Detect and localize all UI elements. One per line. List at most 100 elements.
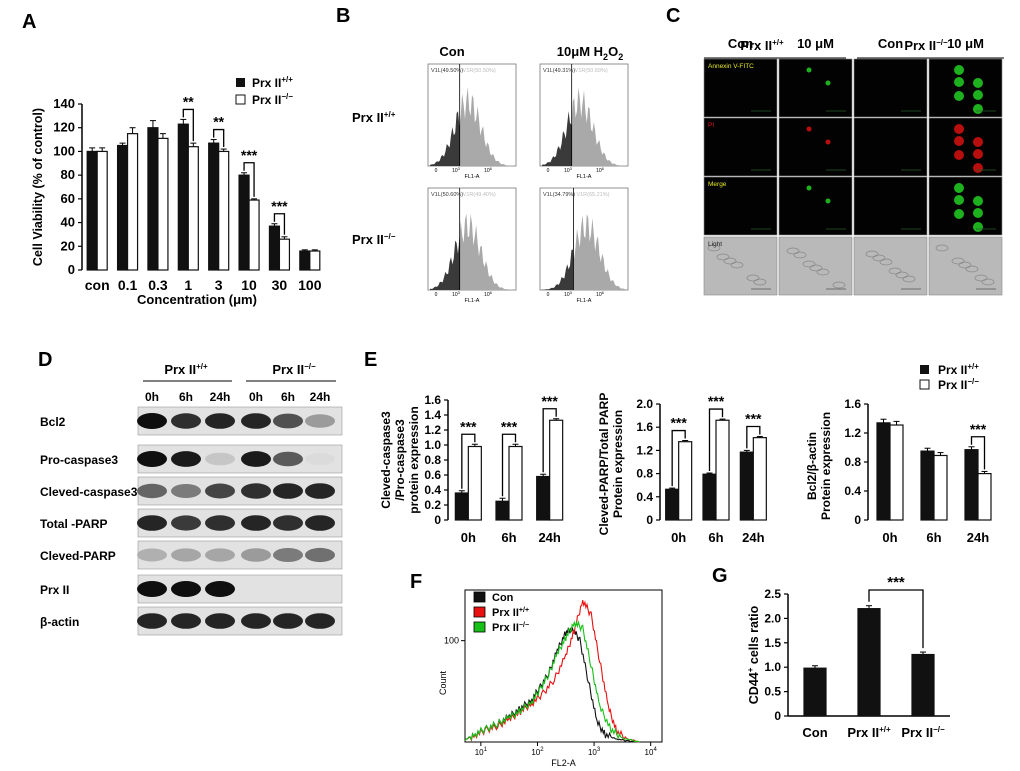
c-col-label: 10 μM [797,36,834,51]
y-tick-label: 0.4 [424,483,441,497]
y-axis-title: CD44+ cells ratio [746,605,761,704]
tick-label: 0 [435,168,438,174]
histogram-gated-left [430,111,460,166]
bar [933,454,948,521]
y-tick-label: 0.4 [636,490,653,504]
legend-label: Prx II−/− [492,622,529,634]
lane-label: 0h [145,390,159,404]
lane-label: 6h [281,390,295,404]
axis-label: FL1-A [465,298,480,304]
x-tick-label: 0.3 [148,277,168,293]
blot-band [305,414,335,428]
legend-a: Prx II+/+ Prx II−/− [235,75,293,107]
x-tick-label: 104 [645,747,658,757]
d-group-ko: Prx II−/− [272,362,316,377]
gate-left-label: V1L(49.50%) [431,68,463,74]
bar [889,424,904,521]
y-tick-label: 0 [646,513,653,527]
y-axis-title: Cell Viability (% of control) [31,108,45,266]
c-col-label: 10 μM [947,36,984,51]
panel-label-f: F [410,571,422,593]
significance-label: *** [745,410,762,426]
y-tick-label: 2.0 [636,397,653,411]
histogram-gated-right [571,87,626,166]
c-group-ko: Prx II−/− [904,38,948,53]
blot-band [137,483,167,499]
y-tick-label: 1.6 [636,420,653,434]
y-tick-label: 20 [61,238,75,253]
y-tick-label: 0.2 [424,498,441,512]
x-tick-label: 0h [882,530,897,545]
bar [857,608,881,717]
c-row-label: Annexin V-FITC [708,63,754,70]
y-tick-label: 0.8 [424,453,441,467]
legend-swatch [473,591,486,603]
blot-band [241,483,271,499]
flow-histogram: V1L(49.50%) V1R(50.50%) FL1-A 0 103 106 [427,63,517,180]
y-tick-label: 1.0 [424,438,441,452]
blot-row-label: Cleved-caspase3 [40,485,138,499]
significance-label: *** [501,418,518,434]
panel-label-c: C [666,5,680,27]
x-axis-title: FL2-A [551,758,576,768]
tick-label: 106 [596,166,605,174]
histogram-gated-left [430,234,460,290]
blot-band [273,483,303,499]
significance-label: *** [670,415,687,431]
c-group-wt: Prx II+/+ [740,38,784,53]
plot-frame [464,589,663,743]
blot-band [273,413,303,429]
y-tick-label: 100 [53,143,75,158]
y-tick-label: 0 [854,513,861,527]
blot-band [171,484,201,498]
micrograph-cell [928,58,1003,118]
histogram-gated-left [542,249,574,290]
c-col-label: Con [878,36,903,51]
y-axis-title: Protein expression [611,410,625,518]
micrograph-cell [853,176,928,236]
blot-row-label: β-actin [40,615,79,629]
significance-bracket [746,425,761,449]
significance-bracket [273,213,286,235]
x-tick-label: 1 [184,277,192,293]
legend-swatch [473,606,486,618]
blot-band [205,581,235,597]
blot-band [205,452,235,466]
blot-band [305,613,335,629]
y-tick-label: 2.0 [764,611,781,625]
tick-label: 103 [564,166,573,174]
tick-label: 106 [484,166,493,174]
c-row-label: PI [708,122,714,129]
x-tick-label: 101 [475,747,488,757]
y-tick-label: 0.6 [424,468,441,482]
significance-label: ** [183,93,194,109]
x-tick-label: 6h [926,530,941,545]
significance-bracket [243,162,255,197]
svg-text:Prx II−/−: Prx II−/− [938,377,979,392]
micrograph-cell [778,236,853,296]
x-tick-label: 10 [241,277,257,293]
bar [702,473,717,521]
flow-histogram: V1L(49.31%) V1R(50.69%) FL1-A 0 103 106 [539,63,629,180]
y-axis-title: protein expression [407,406,421,513]
y-tick-label: 1.6 [844,397,861,411]
microscopy-panel-c: Prx II+/+ Prx II−/− Con 10 μM Con 10 μM Anne… [703,36,1004,296]
bar [752,437,767,521]
bar [876,422,891,521]
legend-e: Prx II+/+ Prx II−/− [919,362,979,392]
x-tick-label: 30 [272,277,288,293]
legend-label: Prx II+/+ [492,607,529,619]
bar [248,199,260,271]
legend-label: Con [492,592,514,604]
bar [126,133,139,271]
y-tick-label: 1.6 [424,393,441,407]
bar [86,150,98,271]
gate-left-label: V1L(34.79%) [543,192,575,198]
micrograph-cell [853,58,928,118]
b-col-con: Con [439,44,464,59]
x-tick-label: 6h [501,530,516,545]
bar [238,174,250,271]
micrograph-cell: Merge [703,176,778,236]
tick-label: 103 [452,290,461,298]
panel-label-g: G [712,565,728,587]
